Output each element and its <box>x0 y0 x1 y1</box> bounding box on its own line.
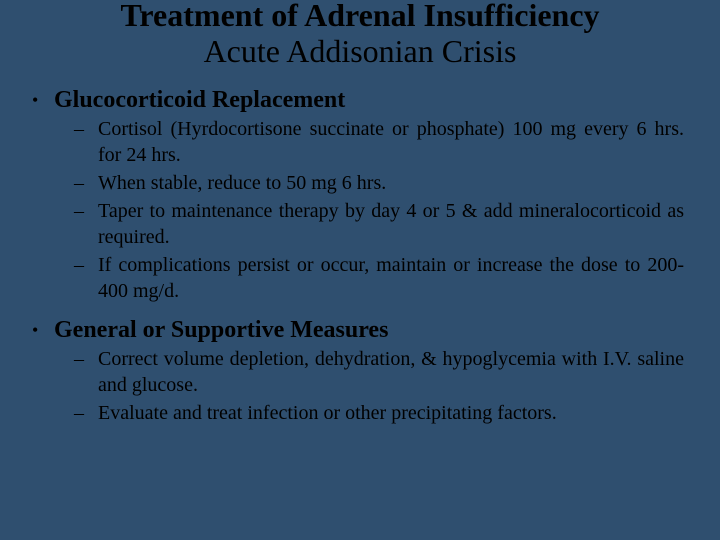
list-item-text: Cortisol (Hyrdocortisone succinate or ph… <box>98 116 684 168</box>
title-line-2: Acute Addisonian Crisis <box>0 33 720 70</box>
list-item: – Cortisol (Hyrdocortisone succinate or … <box>74 116 684 168</box>
bullet-icon: • <box>32 86 54 114</box>
sub-list: – Cortisol (Hyrdocortisone succinate or … <box>32 116 688 304</box>
sub-list: – Correct volume depletion, dehydration,… <box>32 346 688 426</box>
list-item: – When stable, reduce to 50 mg 6 hrs. <box>74 170 684 196</box>
list-item-text: If complications persist or occur, maint… <box>98 252 684 304</box>
list-item: – Evaluate and treat infection or other … <box>74 400 684 426</box>
dash-icon: – <box>74 252 98 278</box>
list-item: – Correct volume depletion, dehydration,… <box>74 346 684 398</box>
dash-icon: – <box>74 170 98 196</box>
section-heading: • General or Supportive Measures <box>32 316 688 344</box>
slide: Treatment of Adrenal Insufficiency Acute… <box>0 0 720 540</box>
list-item-text: When stable, reduce to 50 mg 6 hrs. <box>98 170 684 196</box>
content-area: • Glucocorticoid Replacement – Cortisol … <box>0 70 720 426</box>
list-item-text: Correct volume depletion, dehydration, &… <box>98 346 684 398</box>
list-item: – Taper to maintenance therapy by day 4 … <box>74 198 684 250</box>
title-block: Treatment of Adrenal Insufficiency Acute… <box>0 0 720 70</box>
title-line-1: Treatment of Adrenal Insufficiency <box>0 0 720 33</box>
list-item-text: Taper to maintenance therapy by day 4 or… <box>98 198 684 250</box>
list-item: – If complications persist or occur, mai… <box>74 252 684 304</box>
section-heading-text: Glucocorticoid Replacement <box>54 86 345 114</box>
section-heading: • Glucocorticoid Replacement <box>32 86 688 114</box>
list-item-text: Evaluate and treat infection or other pr… <box>98 400 684 426</box>
bullet-icon: • <box>32 316 54 344</box>
dash-icon: – <box>74 400 98 426</box>
dash-icon: – <box>74 198 98 224</box>
section-heading-text: General or Supportive Measures <box>54 316 388 344</box>
dash-icon: – <box>74 346 98 372</box>
dash-icon: – <box>74 116 98 142</box>
